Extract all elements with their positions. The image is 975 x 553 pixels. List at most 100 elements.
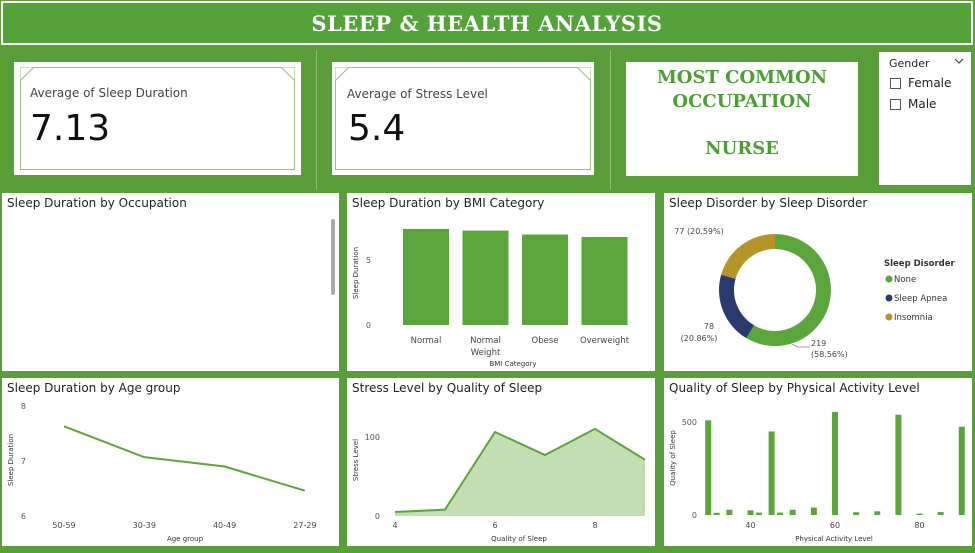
chart-bar: [874, 511, 881, 515]
y-axis-title: Sleep Duration: [352, 247, 360, 299]
slicer-title: Gender: [889, 57, 930, 70]
chart-bar: [768, 431, 775, 515]
chart-bar: [713, 512, 720, 515]
dashboard-title-bar: SLEEP & HEALTH ANALYSIS: [1, 1, 973, 45]
activity-bar-chart: 40 60 80 0 500 Physical Activity Level Quality…: [669, 411, 965, 543]
panel-title: Sleep Duration by Occupation: [7, 196, 187, 210]
kpi-label: Average of Sleep Duration: [30, 86, 188, 100]
x-axis-title: Quality of Sleep: [491, 535, 547, 543]
kpi-label: Average of Stress Level: [347, 87, 488, 101]
x-axis-title: Physical Activity Level: [795, 535, 873, 543]
y-tick-label: 0: [366, 321, 371, 330]
chart-bar: [937, 512, 944, 515]
kpi-value: 7.13: [30, 108, 111, 149]
y-axis-title: Stress Level: [352, 439, 360, 481]
age-line-chart: 50-59 30-39 40-49 27-29 8 7 6 Age group Sleep Du…: [7, 402, 317, 543]
y-axis-title: Quality of Sleep: [669, 430, 677, 486]
x-tick-label: 60: [830, 521, 840, 530]
checkbox-male[interactable]: [890, 99, 901, 110]
x-tick-label: 30-39: [133, 521, 156, 530]
chart-bar: [895, 414, 902, 515]
chart-bar: [755, 512, 762, 515]
panel-title: Sleep Duration by Age group: [7, 381, 181, 395]
x-axis-title: BMI Category: [489, 360, 536, 368]
chart-bar: [726, 509, 733, 515]
panel-title: Sleep Duration by BMI Category: [352, 196, 545, 210]
kpi-card-frame: [335, 67, 591, 170]
y-tick-label: 100: [365, 433, 380, 442]
kpi-card-stress-level: Average of Stress Level 5.4: [332, 62, 594, 175]
x-tick-label: Obese: [532, 336, 559, 346]
chart-bar: [916, 513, 923, 515]
x-tick-label: 6: [492, 521, 497, 530]
leader-line: [791, 343, 810, 348]
chart-bar: [853, 512, 860, 515]
slicer-option-label: Female: [908, 76, 952, 90]
panel-title: Quality of Sleep by Physical Activity Le…: [669, 381, 920, 395]
y-tick-label: 0: [692, 511, 697, 520]
panel-age[interactable]: Sleep Duration by Age group 50-59 30-39 40…: [2, 378, 339, 546]
divider: [316, 50, 317, 190]
legend-label: Sleep Apnea: [894, 294, 947, 304]
corner-fold-icon: [577, 67, 591, 81]
chart-bar: [705, 420, 712, 515]
y-tick-label: 6: [21, 512, 26, 521]
x-tick-label: Normal: [470, 336, 501, 346]
data-label: 77 (20.59%): [674, 227, 723, 236]
y-tick-label: 500: [682, 418, 697, 427]
panel-occupation[interactable]: Sleep Duration by Occupation EngineerLaw…: [2, 193, 339, 371]
occupation-card-line1: MOST COMMON: [656, 67, 828, 88]
divider: [610, 50, 611, 190]
legend-marker: [885, 313, 893, 321]
data-label: 219: [811, 339, 826, 348]
disorder-donut-chart: 219 (58.56%) 78 (20.86%) 77 (20.59%) Sleep Di…: [674, 227, 955, 359]
donut-slice: [719, 274, 755, 339]
corner-fold-icon: [335, 67, 349, 81]
chart-bar: [747, 510, 754, 515]
data-label: 78: [704, 322, 714, 331]
series-area: [395, 428, 645, 516]
legend-label: None: [894, 275, 916, 285]
x-tick-label: 80: [914, 521, 924, 530]
corner-fold-icon: [281, 67, 295, 81]
data-label: (58.56%): [811, 350, 848, 359]
x-tick-label: 40: [745, 521, 755, 530]
kpi-card-frame: [20, 67, 295, 170]
occupation-bar-chart: EngineerLawyerAccountantNurseDoctorManag…: [331, 219, 335, 295]
gender-slicer: Gender Female Male: [879, 52, 971, 185]
scrollbar-thumb: [331, 219, 335, 295]
donut-slice: [746, 234, 831, 346]
panel-stress[interactable]: Stress Level by Quality of Sleep 4 6 8 0 100…: [347, 378, 655, 546]
legend-label: Insomnia: [894, 313, 933, 323]
chart-bar: [810, 507, 817, 515]
x-tick-label: Overweight: [580, 336, 630, 346]
chart-bar: [777, 512, 784, 515]
series-line: [63, 425, 306, 492]
x-tick-label: 50-59: [52, 521, 75, 530]
legend-marker: [885, 294, 893, 302]
dashboard-title: SLEEP & HEALTH ANALYSIS: [311, 10, 663, 36]
data-label: (20.86%): [681, 334, 718, 343]
panel-activity[interactable]: Quality of Sleep by Physical Activity Le…: [664, 378, 972, 546]
panel-bmi[interactable]: Sleep Duration by BMI Category Normal Nor…: [347, 193, 655, 371]
panel-title: Stress Level by Quality of Sleep: [352, 381, 543, 395]
chart-bar: [462, 230, 509, 325]
x-tick-label: 27-29: [293, 521, 316, 530]
chart-bar: [581, 236, 628, 325]
x-tick-label: 8: [592, 521, 597, 530]
x-tick-label: Weight: [471, 348, 501, 358]
most-common-occupation-card: MOST COMMON OCCUPATION NURSE: [626, 62, 858, 176]
donut-slice: [721, 234, 775, 279]
stress-area-chart: 4 6 8 0 100 Quality of Sleep Stress Level: [352, 427, 646, 543]
series-line: [394, 427, 646, 514]
chart-bar: [522, 234, 568, 325]
slicer-option-male[interactable]: Male: [890, 97, 936, 111]
occupation-card-line2: OCCUPATION: [672, 91, 812, 112]
panel-disorder[interactable]: Sleep Disorder by Sleep Disorder 219 (58.…: [664, 193, 972, 371]
chart-bar: [403, 228, 449, 325]
chevron-down-icon[interactable]: [954, 58, 964, 65]
legend-marker: [885, 275, 893, 283]
checkbox-female[interactable]: [890, 78, 901, 89]
slicer-option-female[interactable]: Female: [890, 76, 951, 90]
x-axis-title: Age group: [167, 535, 204, 543]
